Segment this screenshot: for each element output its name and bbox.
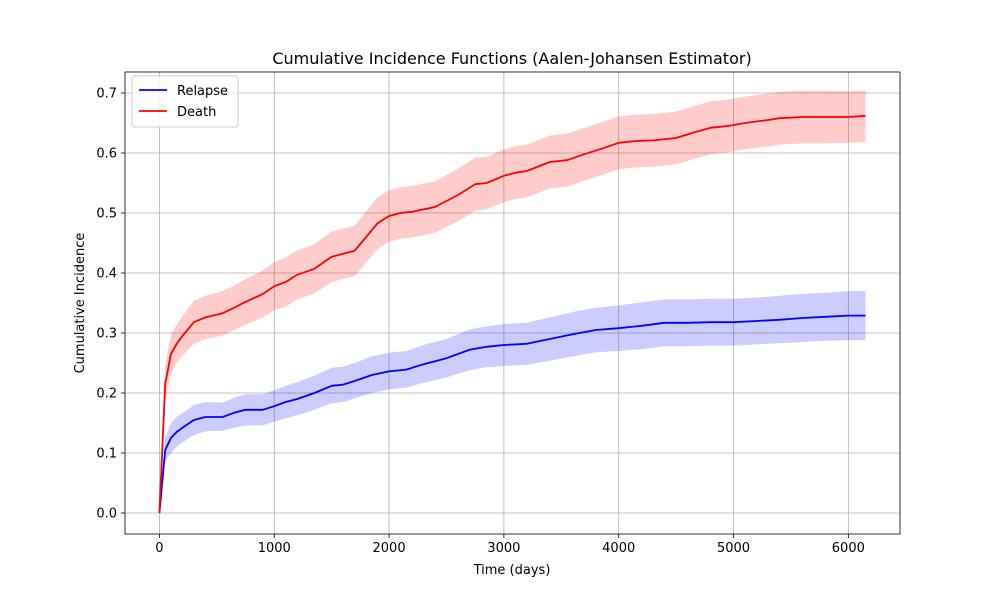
x-axis-label: Time (days) — [473, 563, 551, 578]
y-tick-label: 0.2 — [96, 387, 117, 402]
x-tick-label: 0 — [155, 541, 163, 556]
y-tick-label: 0.3 — [96, 327, 117, 342]
legend-box — [131, 75, 239, 128]
x-tick-label: 2000 — [373, 541, 406, 556]
y-tick-label: 0.5 — [96, 207, 117, 222]
confidence-band-death — [159, 90, 866, 513]
x-tick-label: 5000 — [717, 541, 750, 556]
grid-lines — [125, 72, 900, 534]
legend-label-relapse: Relapse — [177, 84, 228, 99]
series-line-death — [158, 114, 866, 514]
x-tick-label: 4000 — [602, 541, 635, 556]
y-tick-label: 0.6 — [96, 147, 117, 162]
x-tick-label: 1000 — [258, 541, 291, 556]
legend-label-death: Death — [177, 105, 216, 120]
y-tick-label: 0.0 — [96, 507, 117, 522]
chart-title: Cumulative Incidence Functions (Aalen-Jo… — [272, 49, 751, 68]
confidence-band-relapse — [159, 291, 866, 513]
y-tick-label: 0.4 — [96, 267, 117, 282]
y-axis-label: Cumulative Incidence — [73, 233, 88, 374]
series-line-relapse — [158, 314, 866, 514]
x-tick-label: 3000 — [487, 541, 520, 556]
plot-frame — [124, 71, 901, 535]
series-lines — [158, 114, 866, 514]
axis-ticks: 0 1000 2000 3000 4000 5000 6000 0.0 0.1 0.2 0.3 0.4… — [96, 87, 865, 557]
confidence-bands — [159, 90, 866, 513]
legend: Relapse Death — [131, 75, 239, 128]
y-tick-label: 0.7 — [96, 87, 117, 102]
x-tick-label: 6000 — [832, 541, 865, 556]
y-tick-label: 0.1 — [96, 447, 117, 462]
